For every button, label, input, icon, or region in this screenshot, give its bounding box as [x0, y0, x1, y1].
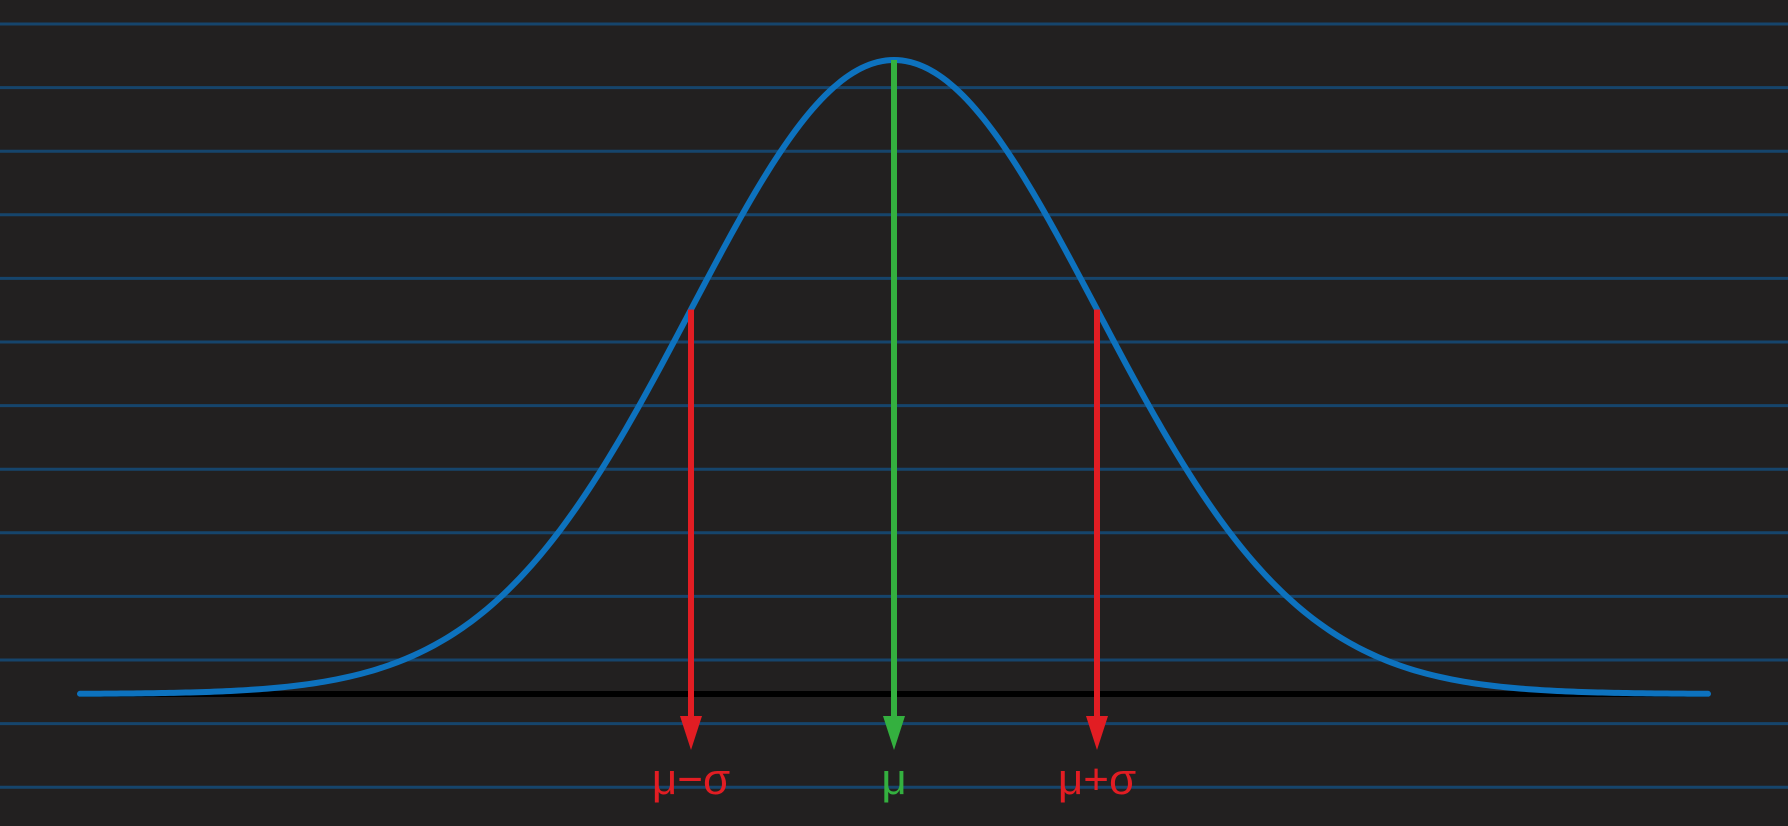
plus-sigma-arrowhead — [1086, 716, 1108, 750]
minus-sigma-label: μ−σ — [652, 755, 730, 804]
plus-sigma-marker: μ+σ — [1058, 309, 1136, 804]
mean-arrowhead — [883, 716, 905, 750]
minus-sigma-arrowhead — [680, 716, 702, 750]
mean-label: μ — [881, 755, 906, 804]
minus-sigma-marker: μ−σ — [652, 309, 730, 804]
plus-sigma-label: μ+σ — [1058, 755, 1136, 804]
mean-marker: μ — [881, 60, 907, 804]
